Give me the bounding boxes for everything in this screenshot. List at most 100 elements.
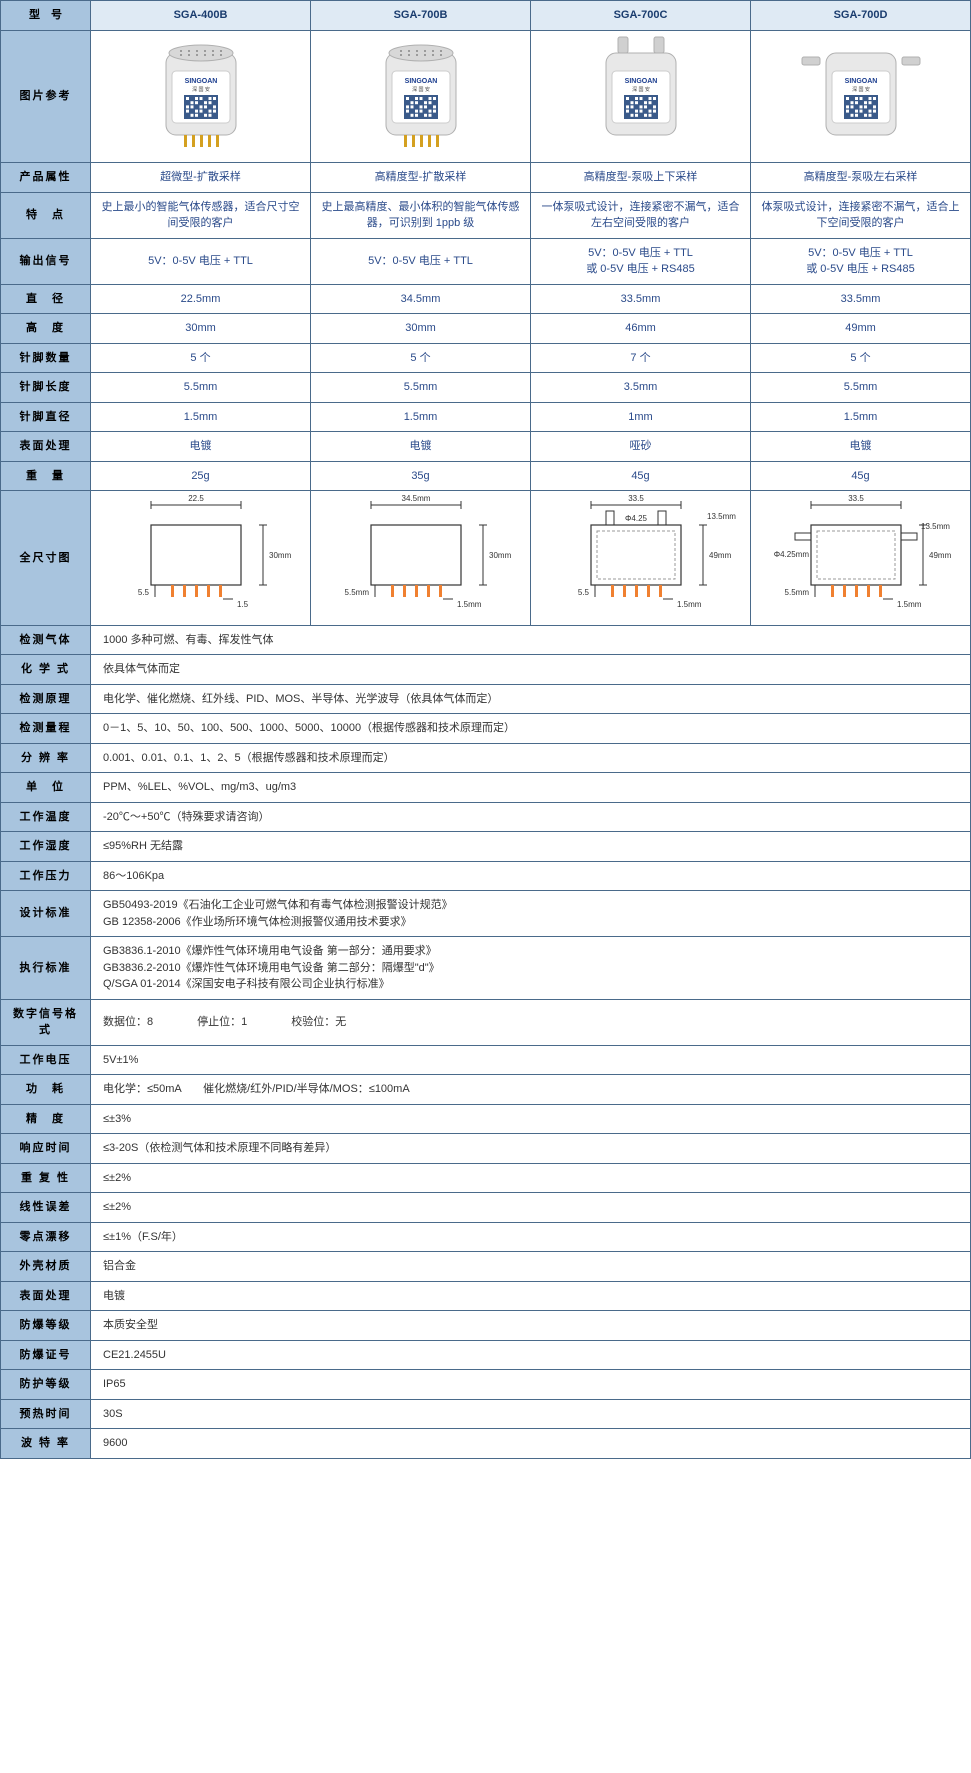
hdr-output: 输出信号 [1,238,91,284]
image-0: SINGOAN 深 国 安 [91,30,311,163]
span-val-16: ≤±2% [91,1163,971,1193]
span-val-9: GB50493-2019《石油化工企业可燃气体和有毒气体检测报警设计规范》GB … [91,891,971,937]
span-hdr-13: 功 耗 [1,1075,91,1105]
feature-1: 史上最高精度、最小体积的智能气体传感器，可识别到 1ppb 级 [311,192,531,238]
model-0: SGA-400B [91,1,311,31]
pin_count-2: 7 个 [531,343,751,373]
feature-3: 体泵吸式设计，连接紧密不漏气，适合上下空间受限的客户 [751,192,971,238]
span-hdr-20: 表面处理 [1,1281,91,1311]
hdr-image: 图片参考 [1,30,91,163]
svg-text:5.5: 5.5 [577,588,589,597]
hdr-model: 型 号 [1,1,91,31]
spec-table: 型 号SGA-400BSGA-700BSGA-700CSGA-700D图片参考 … [0,0,971,1459]
svg-text:30mm: 30mm [489,551,512,560]
output-1: 5V：0-5V 电压 + TTL [311,238,531,284]
span-hdr-15: 响应时间 [1,1134,91,1164]
span-val-10: GB3836.1-2010《爆炸性气体环境用电气设备 第一部分：通用要求》GB3… [91,937,971,1000]
span-hdr-8: 工作压力 [1,861,91,891]
svg-text:SINGOAN: SINGOAN [184,78,217,85]
svg-text:1.5mm: 1.5mm [457,600,482,609]
span-val-18: ≤±1%（F.S/年） [91,1222,971,1252]
span-val-19: 铝合金 [91,1252,971,1282]
span-val-3: 0－1、5、10、50、100、500、1000、5000、10000（根据传感… [91,714,971,744]
svg-text:SINGOAN: SINGOAN [844,78,877,85]
height_v-3: 49mm [751,314,971,344]
prod_attr-2: 高精度型-泵吸上下采样 [531,163,751,193]
hdr-prodattr: 产品属性 [1,163,91,193]
svg-text:49mm: 49mm [709,551,732,560]
span-val-5: PPM、%LEL、%VOL、mg/m3、ug/m3 [91,773,971,803]
span-hdr-18: 零点漂移 [1,1222,91,1252]
feature-2: 一体泵吸式设计，连接紧密不漏气，适合左右空间受限的客户 [531,192,751,238]
span-hdr-21: 防爆等级 [1,1311,91,1341]
span-hdr-25: 波 特 率 [1,1429,91,1459]
span-hdr-22: 防爆证号 [1,1340,91,1370]
span-hdr-19: 外壳材质 [1,1252,91,1282]
span-hdr-3: 检测量程 [1,714,91,744]
svg-text:34.5mm: 34.5mm [401,495,430,503]
svg-text:5.5mm: 5.5mm [344,588,369,597]
span-hdr-23: 防护等级 [1,1370,91,1400]
height_v-0: 30mm [91,314,311,344]
svg-text:深 国 安: 深 国 安 [632,86,650,93]
span-val-12: 5V±1% [91,1045,971,1075]
svg-text:33.5: 33.5 [848,495,864,503]
pin_len-2: 3.5mm [531,373,751,403]
dim-3: 33.5 Φ4.25mm 13.5mm 5.5mm 1.5mm 49mm [751,491,971,626]
model-1: SGA-700B [311,1,531,31]
pin_count-1: 5 个 [311,343,531,373]
svg-text:22.5: 22.5 [188,495,204,503]
svg-text:1.5: 1.5 [237,600,249,609]
dim-1: 34.5mm 5.5mm 1.5mm 30mm [311,491,531,626]
pin_len-3: 5.5mm [751,373,971,403]
svg-text:5.5mm: 5.5mm [784,588,809,597]
svg-text:1.5mm: 1.5mm [897,600,922,609]
hdr-weight: 重 量 [1,461,91,491]
span-val-7: ≤95%RH 无结露 [91,832,971,862]
hdr-pincount: 针脚数量 [1,343,91,373]
hdr-feature: 特 点 [1,192,91,238]
hdr-height: 高 度 [1,314,91,344]
hdr-diameter: 直 径 [1,284,91,314]
span-val-8: 86～106Kpa [91,861,971,891]
output-2: 5V：0-5V 电压 + TTL或 0-5V 电压 + RS485 [531,238,751,284]
span-val-15: ≤3-20S（依检测气体和技术原理不同略有差异） [91,1134,971,1164]
hdr-pinlen: 针脚长度 [1,373,91,403]
diameter-2: 33.5mm [531,284,751,314]
svg-text:深 国 安: 深 国 安 [412,86,430,93]
diameter-3: 33.5mm [751,284,971,314]
span-hdr-7: 工作湿度 [1,832,91,862]
span-val-11: 数据位：8 停止位：1 校验位：无 [91,999,971,1045]
span-hdr-11: 数字信号格式 [1,999,91,1045]
span-val-1: 依具体气体而定 [91,655,971,685]
svg-text:Φ4.25mm: Φ4.25mm [773,550,809,559]
feature-0: 史上最小的智能气体传感器，适合尺寸空间受限的客户 [91,192,311,238]
span-hdr-4: 分 辨 率 [1,743,91,773]
span-val-17: ≤±2% [91,1193,971,1223]
weight-2: 45g [531,461,751,491]
height_v-2: 46mm [531,314,751,344]
surface-0: 电镀 [91,432,311,462]
hdr-fulldim: 全尺寸图 [1,491,91,626]
span-val-22: CE21.2455U [91,1340,971,1370]
pin_dia-3: 1.5mm [751,402,971,432]
pin_len-1: 5.5mm [311,373,531,403]
span-hdr-24: 预热时间 [1,1399,91,1429]
span-val-14: ≤±3% [91,1104,971,1134]
span-hdr-5: 单 位 [1,773,91,803]
svg-text:5.5: 5.5 [137,588,149,597]
span-hdr-9: 设计标准 [1,891,91,937]
span-hdr-0: 检测气体 [1,625,91,655]
span-hdr-2: 检测原理 [1,684,91,714]
span-val-2: 电化学、催化燃烧、红外线、PID、MOS、半导体、光学波导（依具体气体而定） [91,684,971,714]
diameter-0: 22.5mm [91,284,311,314]
span-hdr-10: 执行标准 [1,937,91,1000]
diameter-1: 34.5mm [311,284,531,314]
span-hdr-1: 化 学 式 [1,655,91,685]
span-val-4: 0.001、0.01、0.1、1、2、5（根据传感器和技术原理而定） [91,743,971,773]
surface-2: 哑砂 [531,432,751,462]
pin_len-0: 5.5mm [91,373,311,403]
output-3: 5V：0-5V 电压 + TTL或 0-5V 电压 + RS485 [751,238,971,284]
pin_dia-2: 1mm [531,402,751,432]
svg-text:Φ4.25: Φ4.25 [625,514,648,523]
